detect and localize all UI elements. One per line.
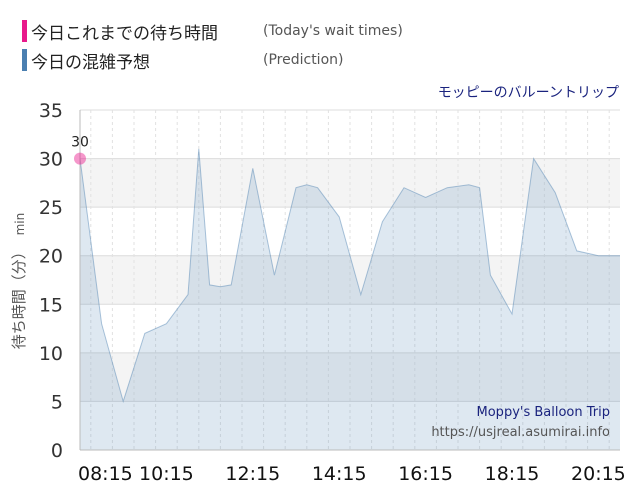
y-tick-label: 20 [39, 246, 63, 268]
x-tick-label: 18:15 [485, 463, 540, 485]
x-tick-label: 14:15 [312, 463, 367, 485]
legend-today-label-en: (Today's wait times) [263, 23, 403, 39]
y-tick-label: 35 [39, 100, 63, 122]
x-tick-label: 08:15 [78, 463, 133, 485]
today-point [74, 152, 86, 165]
legend-prediction-label-en: (Prediction) [263, 52, 344, 68]
y-tick-label: 10 [39, 343, 63, 365]
x-tick-label: 10:15 [139, 463, 194, 485]
today-points: 30 [71, 135, 89, 165]
y-tick-label: 30 [39, 149, 63, 171]
x-tick-label: 12:15 [225, 463, 280, 485]
y-axis-unit: min [13, 213, 27, 236]
y-tick-label: 0 [51, 440, 63, 462]
y-tick-label: 5 [51, 391, 63, 413]
x-tick-labels: 08:15 10:15 12:15 14:15 16:15 18:15 20:15 [78, 463, 626, 485]
y-axis-title: 待ち時間（分） min [10, 213, 28, 349]
y-axis-label-text: 待ち時間（分） [10, 244, 28, 349]
watermark-url: https://usjreal.asumirai.info [431, 425, 610, 440]
plot-bands [80, 110, 620, 450]
legend-today-swatch [22, 20, 27, 42]
grid-lines [80, 109, 620, 450]
y-tick-label: 25 [39, 197, 63, 219]
prediction-area [80, 148, 620, 450]
watermark-title: Moppy's Balloon Trip [477, 405, 610, 420]
prediction-line [79, 148, 620, 404]
y-axis-label: 待ち時間（分） min [10, 213, 28, 349]
legend-prediction: 今日の混雑予想 (Prediction) [22, 49, 344, 73]
x-tick-label: 20:15 [571, 463, 626, 485]
y-tick-labels: 0 5 10 15 20 25 30 35 [39, 100, 63, 462]
legend-prediction-label: 今日の混雑予想 [31, 52, 150, 73]
chart-title: モッピーのバルーントリップ [438, 85, 619, 101]
legend-today: 今日これまでの待ち時間 (Today's wait times) [22, 20, 403, 44]
legend-today-label: 今日これまでの待ち時間 [31, 23, 218, 44]
x-tick-label: 16:15 [398, 463, 453, 485]
y-tick-label: 15 [39, 294, 63, 316]
legend-prediction-swatch [22, 49, 27, 71]
data-label: 30 [71, 135, 89, 151]
